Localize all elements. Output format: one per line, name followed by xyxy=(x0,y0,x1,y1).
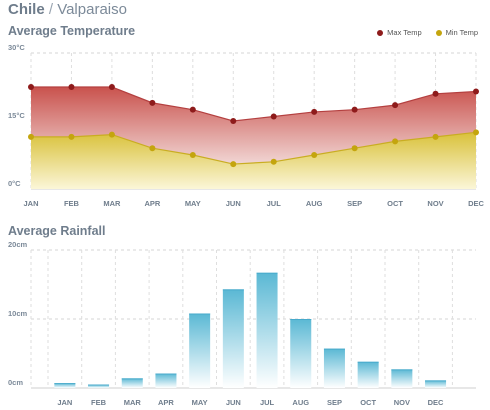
temp-x-tick-label: AUG xyxy=(306,199,323,208)
rain-x-tick-label: APR xyxy=(158,398,174,407)
temp-x-tick-label: OCT xyxy=(387,199,403,208)
rainfall-bar[interactable] xyxy=(256,272,278,388)
rainfall-bar[interactable] xyxy=(189,313,211,388)
max-temp-line xyxy=(31,86,477,122)
temp-x-tick-label: JUL xyxy=(267,199,282,208)
min-temp-point[interactable] xyxy=(473,129,479,136)
temp-x-tick-label: MAR xyxy=(103,199,121,208)
rain-y-tick-label: 10cm xyxy=(8,309,28,318)
temperature-title: Average Temperature xyxy=(8,24,136,38)
min-temp-point[interactable] xyxy=(351,145,358,152)
temp-x-tick-label: APR xyxy=(144,199,160,208)
rain-x-tick-label: JAN xyxy=(57,398,72,407)
min-temp-point[interactable] xyxy=(230,161,237,168)
temperature-legend: Max Temp Min Temp xyxy=(377,28,478,37)
city-name: Valparaiso xyxy=(57,1,127,18)
max-temp-point[interactable] xyxy=(68,84,75,90)
min-temp-dot-icon xyxy=(435,29,442,36)
temp-x-tick-label: MAY xyxy=(185,199,201,208)
rainfall-bar[interactable] xyxy=(425,380,447,388)
legend-min-label: Min Temp xyxy=(445,28,478,37)
temp-x-tick-label: NOV xyxy=(427,199,443,208)
rainfall-bar[interactable] xyxy=(54,383,76,388)
page-header: Chile / Valparaiso xyxy=(8,1,127,18)
max-temp-point[interactable] xyxy=(28,84,34,90)
rain-y-tick-label: 20cm xyxy=(8,240,28,249)
temp-x-tick-label: DEC xyxy=(468,199,484,208)
legend-min-temp[interactable]: Min Temp xyxy=(435,28,478,37)
temp-y-tick-label: 30°C xyxy=(8,43,25,52)
rainfall-bar[interactable] xyxy=(222,289,244,388)
rain-x-tick-label: SEP xyxy=(327,398,342,407)
min-temp-point[interactable] xyxy=(392,138,399,145)
rainfall-bar[interactable] xyxy=(88,384,110,388)
legend-max-temp[interactable]: Max Temp xyxy=(377,28,422,37)
max-temp-dot-icon xyxy=(377,29,384,36)
max-temp-point[interactable] xyxy=(351,106,358,113)
rain-y-tick-label: 0cm xyxy=(8,378,23,387)
header-separator: / xyxy=(48,1,54,18)
rainfall-bar[interactable] xyxy=(323,348,345,388)
temp-x-tick-label: SEP xyxy=(347,199,362,208)
temp-y-tick-label: 0°C xyxy=(8,179,21,188)
min-temp-point[interactable] xyxy=(68,133,75,140)
country-name: Chile xyxy=(8,1,45,18)
rainfall-bar[interactable] xyxy=(155,373,177,388)
temp-x-tick-label: JUN xyxy=(226,199,241,208)
max-temp-point[interactable] xyxy=(149,99,156,106)
rain-x-tick-label: NOV xyxy=(394,398,410,407)
legend-max-label: Max Temp xyxy=(387,28,422,37)
min-temp-point[interactable] xyxy=(432,133,439,140)
min-temp-point[interactable] xyxy=(270,158,277,165)
rain-x-tick-label: JUN xyxy=(226,398,241,407)
max-temp-point[interactable] xyxy=(108,84,115,90)
rainfall-bar[interactable] xyxy=(357,361,379,388)
min-temp-point[interactable] xyxy=(149,145,156,152)
rain-x-tick-label: MAR xyxy=(124,398,142,407)
rainfall-title: Average Rainfall xyxy=(8,224,106,238)
max-temp-point[interactable] xyxy=(189,106,196,113)
temp-y-tick-label: 15°C xyxy=(8,111,25,120)
max-temp-point[interactable] xyxy=(432,90,439,97)
min-temp-point[interactable] xyxy=(28,133,34,140)
min-temp-line xyxy=(31,131,477,165)
rain-x-tick-label: AUG xyxy=(292,398,309,407)
temp-x-tick-label: FEB xyxy=(64,199,80,208)
rainfall-bar[interactable] xyxy=(391,369,413,388)
min-temp-point[interactable] xyxy=(311,152,318,158)
max-temp-point[interactable] xyxy=(311,108,318,115)
min-temp-point[interactable] xyxy=(108,131,115,138)
rainfall-bar[interactable] xyxy=(121,378,143,388)
temp-x-tick-label: JAN xyxy=(23,199,38,208)
rain-x-tick-label: JUL xyxy=(260,398,275,407)
max-temp-area xyxy=(31,87,476,165)
rain-x-tick-label: OCT xyxy=(360,398,376,407)
rain-x-tick-label: MAY xyxy=(192,398,208,407)
temperature-chart: 0°C 15°C 30°C JAN FEB MAR APR MAY JUN JUL AUG SEP OC… xyxy=(8,43,484,208)
max-temp-point[interactable] xyxy=(230,118,237,124)
max-temp-point[interactable] xyxy=(392,102,399,109)
rainfall-bar[interactable] xyxy=(290,319,312,388)
rain-x-tick-label: DEC xyxy=(428,398,444,407)
max-temp-point[interactable] xyxy=(473,88,479,95)
max-temp-point[interactable] xyxy=(270,113,277,120)
rain-x-tick-label: FEB xyxy=(91,398,107,407)
min-temp-point[interactable] xyxy=(189,152,196,158)
